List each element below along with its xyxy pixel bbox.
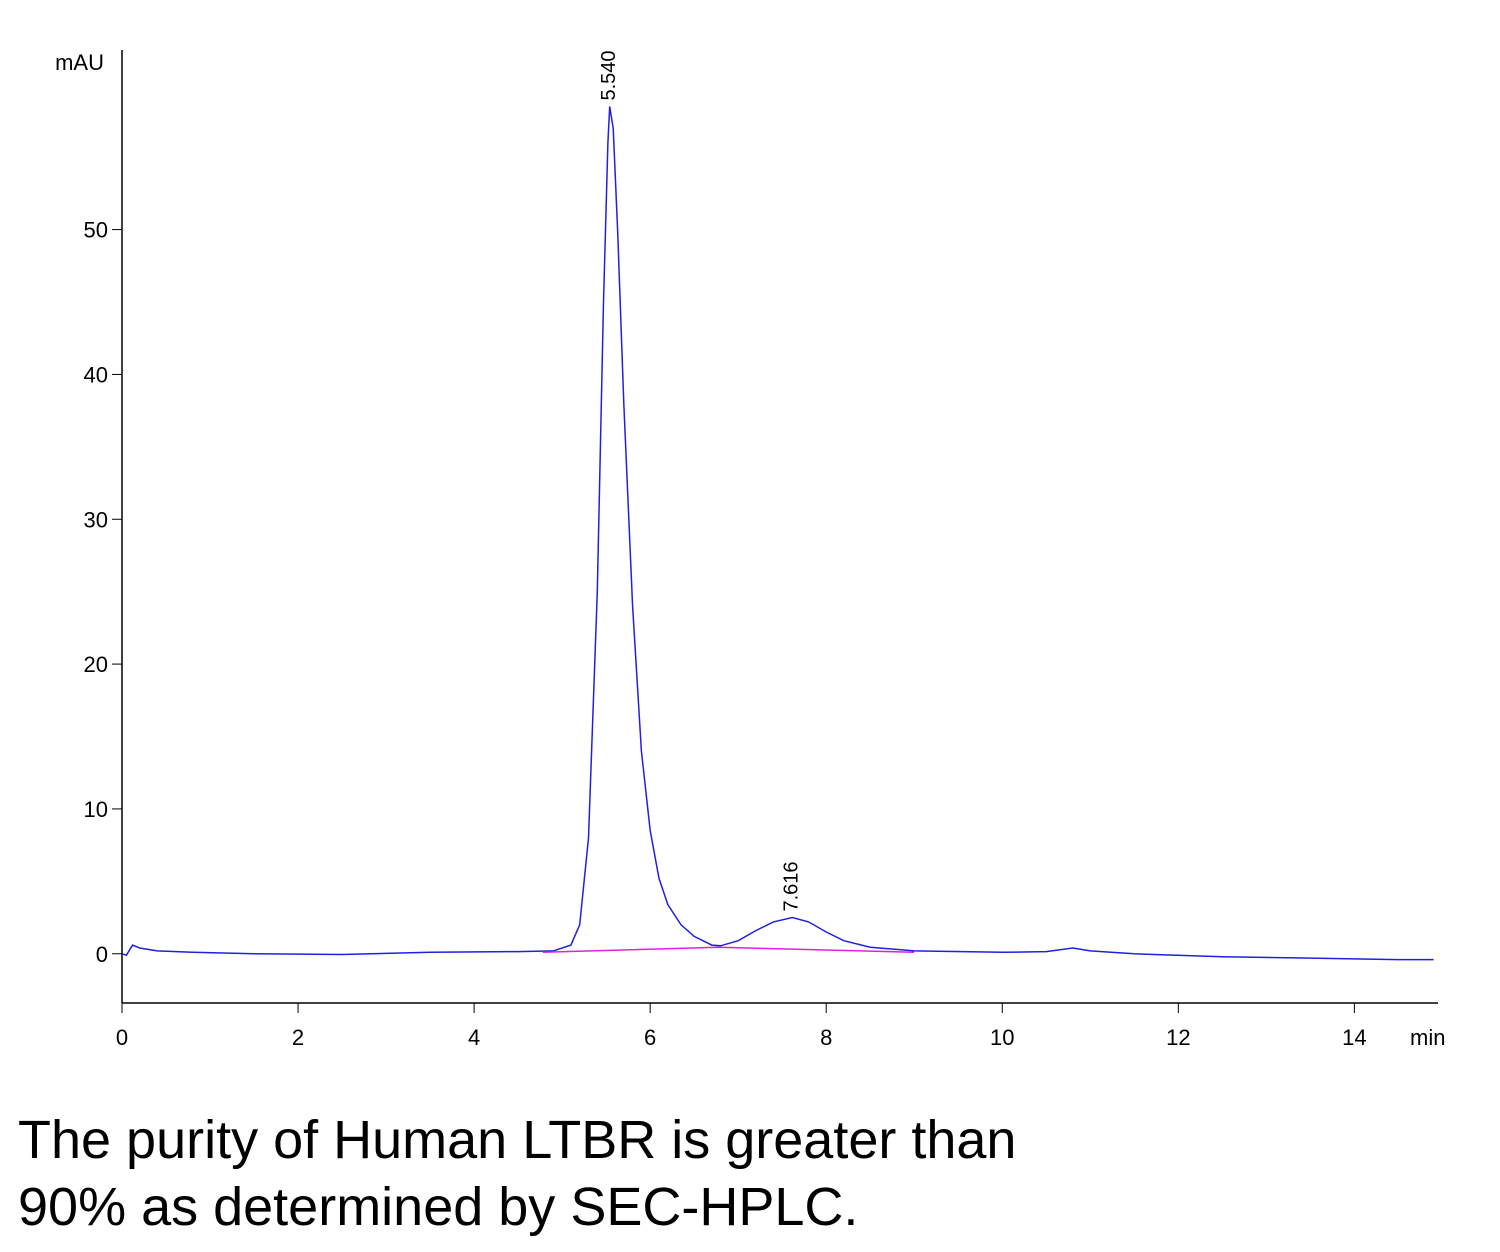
y-tick-label: 0 — [96, 942, 108, 967]
x-tick-label: 8 — [820, 1025, 832, 1050]
caption-line: 90% as determined by SEC-HPLC. — [18, 1177, 858, 1237]
x-tick-label: 4 — [468, 1025, 480, 1050]
y-tick-label: 50 — [84, 218, 108, 243]
x-tick-label: 6 — [644, 1025, 656, 1050]
y-tick-label: 20 — [84, 652, 108, 677]
series-line — [121, 106, 1434, 961]
peak-label: 7.616 — [781, 861, 803, 911]
y-axis-label: mAU — [55, 50, 104, 75]
x-tick-label: 14 — [1342, 1025, 1366, 1050]
x-tick-label: 2 — [292, 1025, 304, 1050]
y-tick-label: 30 — [84, 507, 108, 532]
caption-line: The purity of Human LTBR is greater than — [18, 1110, 1016, 1170]
y-tick-label: 40 — [84, 362, 108, 387]
x-tick-label: 10 — [990, 1025, 1014, 1050]
series-line — [542, 946, 915, 954]
y-tick-label: 10 — [84, 797, 108, 822]
x-tick-label: 12 — [1166, 1025, 1190, 1050]
x-tick-label: 0 — [116, 1025, 128, 1050]
x-axis-label: min — [1410, 1025, 1445, 1050]
peak-label: 5.540 — [598, 50, 620, 100]
